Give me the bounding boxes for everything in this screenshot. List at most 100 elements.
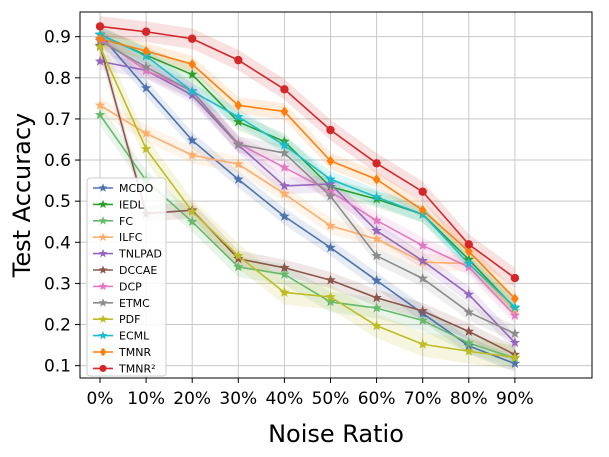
- data-point: [417, 305, 428, 316]
- data-point: [509, 328, 521, 339]
- data-point: [234, 100, 243, 111]
- series-markers: [94, 22, 521, 369]
- data-point: [371, 191, 382, 202]
- data-point: [279, 161, 290, 172]
- data-point: [371, 292, 382, 303]
- data-point: [140, 143, 152, 154]
- x-tick-label: 20%: [173, 389, 211, 409]
- legend-swatch-marker: [98, 216, 108, 225]
- series-line: [99, 33, 516, 309]
- data-point: [279, 262, 290, 273]
- x-tick-label: 10%: [127, 389, 165, 409]
- data-point: [279, 180, 290, 191]
- confidence-band: [100, 26, 515, 316]
- x-tick-label: 80%: [450, 389, 488, 409]
- data-point: [94, 41, 106, 52]
- legend-swatch-marker: [98, 265, 108, 274]
- data-point: [279, 286, 290, 297]
- data-point: [371, 250, 382, 261]
- series-lines: [99, 25, 516, 365]
- x-axis-title: Noise Ratio: [268, 420, 404, 448]
- data-point: [326, 125, 335, 135]
- data-point: [372, 159, 381, 168]
- y-tick-label: 0.7: [44, 110, 71, 130]
- axis-ticks: 0% 10% 20% 30% 40% 50% 60% 70% 80% 90% 0.1 0.2 0.3 0.…: [44, 28, 534, 409]
- y-tick-label: 0.4: [44, 233, 71, 253]
- data-point: [280, 85, 289, 94]
- data-point: [279, 139, 290, 150]
- data-point: [325, 190, 336, 201]
- x-tick-label: 50%: [312, 389, 350, 409]
- data-point: [463, 261, 475, 272]
- data-point: [325, 274, 336, 285]
- legend-label: IEDL: [119, 198, 145, 211]
- legend-label: TMNR: [118, 346, 151, 359]
- data-point: [463, 289, 475, 299]
- y-tick-label: 0.8: [44, 69, 71, 89]
- x-tick-label: 90%: [496, 389, 534, 409]
- series-line: [99, 34, 516, 365]
- y-axis-title: Test Accuracy: [8, 113, 36, 278]
- data-point: [463, 340, 475, 351]
- data-point: [509, 358, 521, 369]
- data-point: [142, 45, 150, 57]
- data-point: [509, 351, 521, 362]
- legend-label: TMNR²: [118, 362, 156, 375]
- confidence-band: [100, 34, 515, 370]
- legend-box: [86, 177, 167, 377]
- data-point: [95, 22, 105, 31]
- x-tick-label: 30%: [219, 389, 257, 409]
- data-point: [418, 187, 427, 196]
- data-point: [464, 246, 473, 257]
- data-point: [233, 253, 244, 264]
- confidence-band: [100, 32, 515, 342]
- data-point: [140, 82, 152, 93]
- data-point: [140, 127, 152, 138]
- series-line: [99, 37, 516, 300]
- data-point: [140, 61, 152, 72]
- data-point: [372, 174, 381, 185]
- series-line: [99, 33, 516, 308]
- data-point: [186, 205, 198, 216]
- data-point: [326, 155, 335, 167]
- series-line: [99, 60, 516, 344]
- legend-swatch-marker: [98, 248, 108, 258]
- data-point: [463, 326, 475, 336]
- y-tick-label: 0.9: [44, 28, 71, 48]
- data-point: [94, 99, 106, 110]
- legend-swatch-marker: [99, 364, 107, 372]
- data-point: [186, 149, 198, 160]
- data-point: [463, 306, 475, 317]
- data-point: [325, 173, 336, 184]
- data-point: [509, 337, 521, 348]
- data-point: [371, 225, 382, 236]
- x-tick-label: 60%: [358, 389, 396, 409]
- data-point: [417, 314, 428, 325]
- x-tick-label: 70%: [404, 389, 442, 409]
- legend-swatch-marker: [98, 330, 108, 340]
- y-tick-label: 0.1: [44, 357, 71, 377]
- data-point: [186, 85, 198, 96]
- data-point: [463, 337, 475, 348]
- data-point: [325, 178, 336, 189]
- confidence-band: [100, 26, 515, 317]
- data-point: [371, 215, 382, 225]
- data-point: [511, 293, 519, 304]
- data-point: [417, 338, 428, 349]
- series-line: [99, 38, 516, 317]
- data-point: [509, 301, 521, 312]
- data-point: [233, 116, 244, 127]
- data-point: [509, 309, 521, 320]
- series-line: [99, 40, 516, 335]
- data-point: [233, 111, 244, 122]
- data-point: [417, 272, 428, 283]
- series-line: [99, 45, 516, 356]
- data-point: [233, 138, 244, 149]
- data-point: [186, 69, 198, 79]
- data-point: [280, 106, 289, 117]
- data-point: [186, 216, 198, 227]
- data-point: [325, 291, 336, 302]
- data-point: [279, 268, 290, 279]
- data-point: [418, 205, 427, 216]
- data-point: [186, 89, 198, 100]
